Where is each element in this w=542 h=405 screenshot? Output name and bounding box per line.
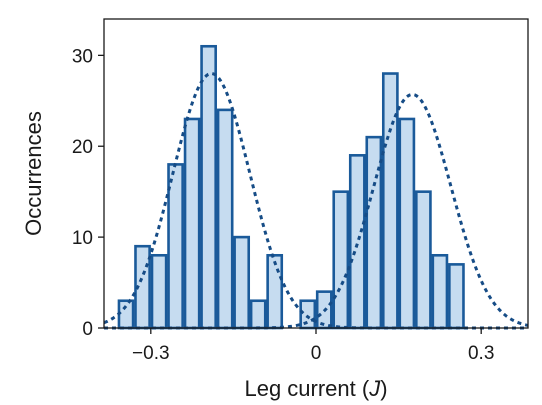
histogram-bar (249, 299, 267, 330)
x-tick-label: 0 (311, 343, 322, 364)
histogram-bar (117, 299, 135, 330)
histogram-bar (299, 299, 317, 330)
axis-ticks: 0 10 20 30 −0.3 0 0.3 (72, 46, 495, 364)
histogram-bar (348, 154, 366, 330)
y-tick-label: 20 (72, 137, 93, 158)
x-tick-label: −0.3 (132, 343, 170, 364)
histogram-bar (216, 108, 234, 330)
histogram-bar (448, 263, 465, 330)
y-tick-label: 10 (72, 228, 93, 249)
histogram-bar (150, 253, 168, 330)
histogram-bar (332, 190, 350, 330)
y-axis-label: Occurrences (21, 111, 46, 236)
histogram-bar (200, 44, 217, 330)
x-axis-label-suffix: ) (380, 376, 387, 401)
histogram-bar (415, 190, 432, 330)
histogram-bar (365, 135, 383, 330)
histogram-bar (183, 117, 201, 330)
histogram-bar (233, 235, 251, 330)
histogram-bar (431, 253, 449, 330)
histogram-bar (167, 163, 184, 330)
histogram-bar (266, 253, 284, 330)
histogram-bar (381, 72, 399, 330)
x-axis-label: Leg current (J) (244, 376, 387, 401)
x-axis-label-italic: J (368, 376, 381, 401)
x-axis-label-text: Leg current ( (244, 376, 369, 401)
y-tick-label: 0 (82, 319, 93, 340)
y-tick-label: 30 (72, 46, 93, 67)
x-tick-label: 0.3 (468, 343, 494, 364)
histogram-bar (398, 117, 416, 330)
